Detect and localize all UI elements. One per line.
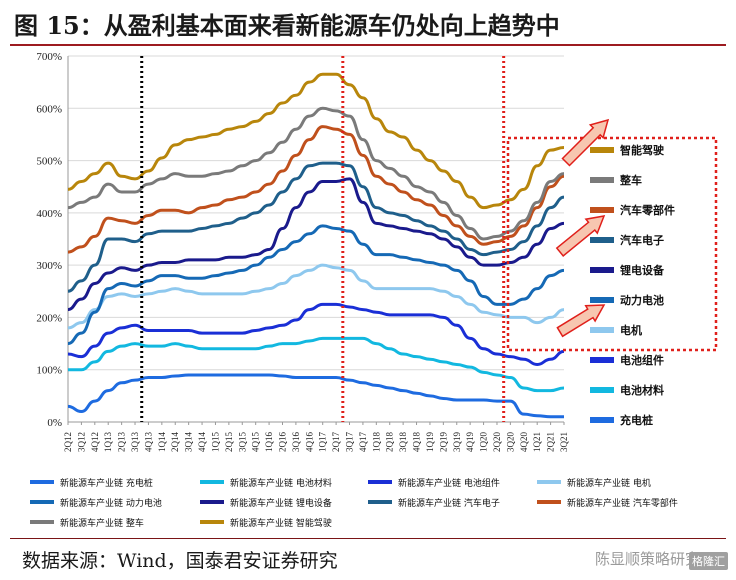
x-tick-label: 3Q17 (345, 432, 355, 452)
x-tick-label: 1Q18 (371, 432, 381, 452)
x-tick-label: 1Q14 (157, 432, 167, 452)
legend-label-电机: 电机 (620, 323, 642, 337)
x-tick-label: 1Q20 (479, 432, 489, 452)
bottom-legend-label-电机: 新能源车产业链 电机 (567, 477, 651, 489)
x-tick-label: 2Q18 (385, 432, 395, 452)
bottom-legend-label-动力电池: 新能源车产业链 动力电池 (60, 497, 162, 509)
y-tick-label: 600% (36, 103, 62, 115)
x-tick-label: 3Q18 (398, 432, 408, 452)
x-tick-label: 3Q20 (505, 432, 515, 452)
x-tick-label: 4Q15 (251, 432, 261, 452)
x-tick-label: 2Q14 (170, 432, 180, 452)
x-tick-label: 2Q16 (277, 432, 287, 452)
source-note: 数据来源：Wind，国泰君安证券研究 (22, 550, 338, 572)
footer-rule (10, 538, 726, 539)
line-chart: 0% 100% 200% 300% 400% 500% 600% 700% 2Q12 3Q12 4Q… (30, 51, 718, 529)
x-tick-label: 3Q13 (130, 432, 140, 452)
series-line-汽车电子 (67, 161, 565, 293)
plot-area: 0% 100% 200% 300% 400% 500% 600% 700% 2Q12 3Q12 4Q… (30, 51, 718, 529)
legend-label-电池组件: 电池组件 (620, 353, 664, 367)
bottom-legend-label-汽车电子: 新能源车产业链 汽车电子 (398, 497, 500, 509)
y-tick-label: 200% (36, 312, 62, 324)
x-tick-label: 1Q21 (532, 432, 542, 452)
series-line-电池材料 (68, 336, 565, 393)
series-line-智能驾驶 (67, 72, 565, 210)
arrow-up-1 (561, 118, 610, 167)
legend-label-电池材料: 电池材料 (620, 383, 664, 397)
series-line-汽车零部件 (67, 125, 565, 254)
x-tick-label: 3Q19 (452, 432, 462, 452)
x-tick-label: 4Q20 (519, 432, 529, 452)
x-tick-label: 2Q17 (331, 432, 341, 452)
bottom-legend-label-汽车零部件: 新能源车产业链 汽车零部件 (567, 497, 678, 509)
bottom-legend-label-锂电设备: 新能源车产业链 锂电设备 (230, 497, 332, 509)
series-line-动力电池 (67, 224, 565, 346)
x-tick-label: 3Q12 (76, 432, 86, 452)
x-tick-label: 1Q16 (264, 432, 274, 452)
y-tick-label: 0% (47, 417, 62, 429)
x-tick-label: 2Q12 (63, 432, 73, 452)
legend-label-充电桩: 充电桩 (620, 413, 653, 427)
highlight-box (506, 136, 718, 352)
chart-title: 图 15：从盈利基本面来看新能源车仍处向上趋势中 (14, 11, 560, 40)
x-tick-label: 2Q20 (492, 432, 502, 452)
x-tick-label: 4Q14 (197, 432, 207, 452)
x-tick-label: 4Q13 (143, 432, 153, 452)
x-tick-label: 4Q18 (412, 432, 422, 452)
legend-label-汽车零部件: 汽车零部件 (620, 203, 675, 217)
legend-label-智能驾驶: 智能驾驶 (620, 143, 665, 157)
x-tick-label: 4Q19 (465, 432, 475, 452)
watermark-text: 陈显顺策略研究 (594, 550, 700, 568)
y-tick-label: 700% (36, 51, 62, 63)
series-line-整车 (67, 106, 565, 241)
title-rule (10, 44, 726, 46)
y-tick-label: 400% (36, 208, 62, 220)
x-tick-label: 2Q13 (117, 432, 127, 452)
legend-label-锂电设备: 锂电设备 (620, 263, 665, 277)
bottom-legend-label-电池组件: 新能源车产业链 电池组件 (398, 477, 500, 489)
x-tick-label: 3Q16 (291, 432, 301, 452)
x-tick-label: 1Q19 (425, 432, 435, 452)
series-line-电机 (67, 263, 565, 330)
x-tick-label: 2Q15 (224, 432, 234, 452)
arrow-up-2 (555, 215, 606, 257)
x-tick-label: 1Q17 (318, 432, 328, 452)
x-tick-label: 2Q19 (438, 432, 448, 452)
y-tick-label: 500% (36, 156, 62, 168)
series-line-电池组件 (67, 302, 565, 366)
bottom-legend-label-充电桩: 新能源车产业链 充电桩 (60, 477, 153, 489)
x-tick-label: 3Q15 (237, 432, 247, 452)
x-tick-label: 3Q21 (559, 432, 569, 452)
x-tick-label: 1Q13 (103, 432, 113, 452)
y-tick-label: 300% (36, 260, 62, 272)
x-tick-label: 2Q21 (546, 432, 556, 452)
x-tick-label: 4Q16 (304, 432, 314, 452)
legend-label-动力电池: 动力电池 (620, 293, 664, 307)
bottom-legend-label-智能驾驶: 新能源车产业链 智能驾驶 (230, 517, 332, 529)
x-tick-label: 4Q17 (358, 432, 368, 452)
x-tick-label: 4Q12 (90, 432, 100, 452)
x-tick-label: 1Q15 (210, 432, 220, 452)
y-tick-label: 100% (36, 365, 62, 377)
watermark-tag: 格隆汇 (689, 552, 728, 570)
bottom-legend-label-整车: 新能源车产业链 整车 (60, 517, 144, 529)
legend-label-汽车电子: 汽车电子 (620, 233, 664, 247)
bottom-legend-label-电池材料: 新能源车产业链 电池材料 (230, 477, 332, 489)
series-line-充电桩 (67, 373, 564, 419)
legend-label-整车: 整车 (619, 173, 642, 187)
arrow-up-3 (556, 304, 606, 338)
series-line-锂电设备 (67, 177, 565, 312)
x-tick-label: 3Q14 (184, 432, 194, 452)
